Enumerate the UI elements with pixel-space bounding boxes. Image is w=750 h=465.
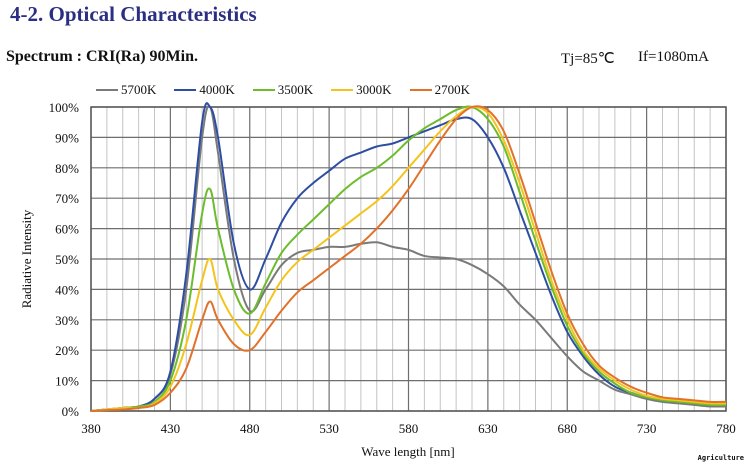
series-line-2700K bbox=[90, 105, 727, 412]
x-tick-label: 630 bbox=[478, 421, 498, 436]
axis-ticks: 0% 10% 20% 30% 40% 50% 60% 70% 80% 90% 100% 380 430 4… bbox=[49, 100, 736, 436]
series-line-3500K bbox=[90, 105, 727, 412]
series-lines bbox=[90, 102, 727, 412]
x-tick-label: 730 bbox=[637, 421, 657, 436]
x-tick-label: 580 bbox=[399, 421, 419, 436]
x-tick-label: 380 bbox=[81, 421, 101, 436]
y-tick-label: 100% bbox=[49, 100, 80, 115]
y-tick-label: 30% bbox=[55, 313, 79, 328]
forward-current: If=1080mA bbox=[638, 49, 709, 65]
x-tick-label: 530 bbox=[319, 421, 339, 436]
legend-label: 5700K bbox=[121, 82, 157, 97]
x-axis-label: Wave length [nm] bbox=[361, 444, 455, 459]
legend-label: 3000K bbox=[356, 82, 392, 97]
series-line-5700K bbox=[90, 105, 727, 412]
chart-legend: 5700K 4000K 3500K 3000K 2700K bbox=[96, 82, 470, 98]
grid bbox=[90, 106, 727, 412]
y-tick-label: 10% bbox=[55, 374, 79, 389]
series-line-4000K bbox=[90, 102, 727, 412]
y-tick-label: 50% bbox=[55, 252, 79, 267]
y-tick-label: 20% bbox=[55, 343, 79, 358]
legend-swatch bbox=[331, 89, 354, 91]
legend-item: 3500K bbox=[252, 82, 314, 98]
legend-label: 3500K bbox=[277, 82, 314, 97]
x-tick-label: 430 bbox=[161, 421, 181, 436]
y-tick-label: 70% bbox=[55, 191, 79, 206]
x-tick-label: 680 bbox=[558, 421, 578, 436]
junction-temperature: Tj=85℃ bbox=[561, 51, 615, 67]
section-title: 4-2. Optical Characteristics bbox=[10, 2, 257, 26]
series-line-3000K bbox=[90, 105, 727, 412]
legend-swatch bbox=[409, 89, 432, 91]
x-tick-label: 780 bbox=[716, 421, 736, 436]
y-tick-label: 90% bbox=[55, 130, 79, 145]
legend-item: 4000K bbox=[174, 82, 235, 98]
legend-label: 4000K bbox=[199, 82, 235, 97]
y-axis-label: Radiative Intensity bbox=[19, 209, 34, 308]
legend-swatch bbox=[252, 89, 275, 91]
legend-swatch bbox=[96, 89, 118, 91]
legend-item: 5700K bbox=[96, 82, 156, 98]
y-tick-label: 40% bbox=[55, 282, 79, 297]
legend-item: 2700K bbox=[409, 82, 470, 98]
y-tick-label: 0% bbox=[62, 404, 80, 419]
legend-label: 2700K bbox=[434, 82, 470, 97]
legend-item: 3000K bbox=[331, 82, 392, 98]
y-tick-label: 60% bbox=[55, 222, 79, 237]
x-tick-label: 480 bbox=[240, 421, 260, 436]
spectrum-subtitle: Spectrum : CRI(Ra) 90Min. bbox=[6, 48, 198, 65]
watermark: Agriculture bbox=[697, 454, 744, 462]
y-tick-label: 80% bbox=[55, 161, 79, 176]
legend-swatch bbox=[174, 89, 197, 91]
plot-border bbox=[90, 106, 727, 412]
